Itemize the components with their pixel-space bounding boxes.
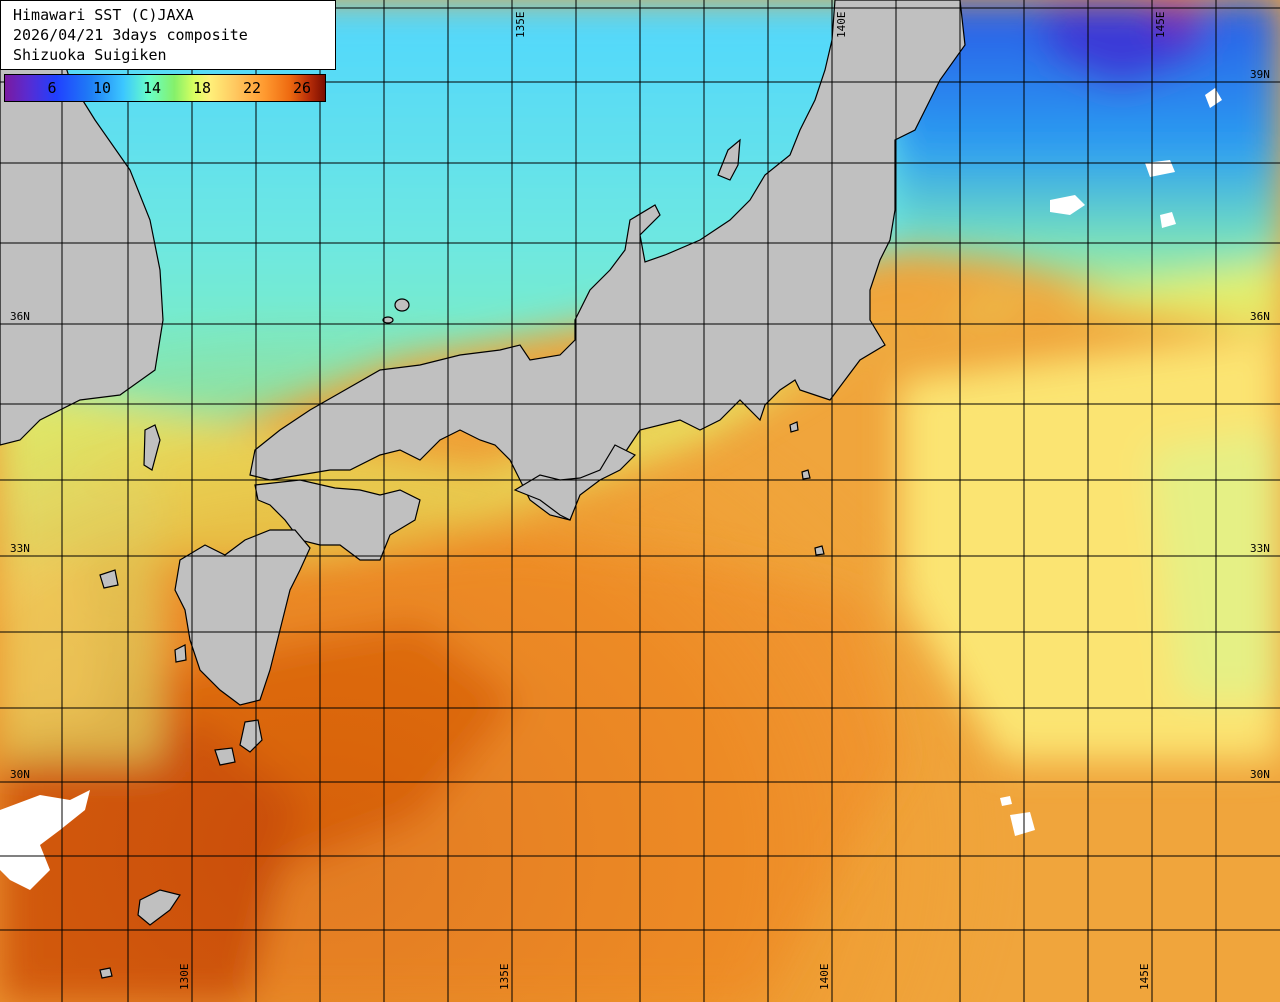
lon-label-145e-top: 145E [1154,12,1167,39]
lon-label-145e-bottom: 145E [1138,964,1151,991]
latitude-labels: 39N 36N 36N 33N 33N 30N 30N [10,68,1270,781]
cloud-mask [0,88,1222,890]
longitude-labels: 135E 140E 145E 130E 135E 140E 145E [178,12,1167,991]
temperature-colorbar: 6 10 14 18 22 26 [4,74,326,102]
title-line-org: Shizuoka Suigiken [13,46,167,64]
colorbar-tick-26: 26 [292,79,312,97]
lon-label-130e-bottom: 130E [178,964,191,991]
colorbar-tick-22: 22 [242,79,262,97]
colorbar-tick-10: 10 [92,79,112,97]
lat-label-36n-left: 36N [10,310,30,323]
lat-label-39n-right: 39N [1250,68,1270,81]
title-box: Himawari SST (C)JAXA 2026/04/21 3days co… [0,0,336,70]
title-line-date: 2026/04/21 3days composite [13,26,248,44]
shikoku [254,479,421,561]
lat-label-33n-right: 33N [1250,542,1270,555]
colorbar-tick-14: 14 [142,79,162,97]
title-line-source: Himawari SST (C)JAXA [13,6,194,24]
colorbar-tick-6: 6 [47,79,57,97]
sado-island [717,138,741,181]
lon-label-135e-top: 135E [514,12,527,39]
lon-label-135e-bottom: 135E [498,964,511,991]
lon-label-140e-bottom: 140E [818,964,831,991]
lat-label-30n-left: 30N [10,768,30,781]
lat-label-36n-right: 36N [1250,310,1270,323]
lat-label-33n-left: 33N [10,542,30,555]
honshu [249,0,966,521]
land-mass [0,0,966,979]
colorbar-tick-18: 18 [192,79,212,97]
lon-label-140e-top: 140E [835,12,848,39]
lat-label-30n-right: 30N [1250,768,1270,781]
